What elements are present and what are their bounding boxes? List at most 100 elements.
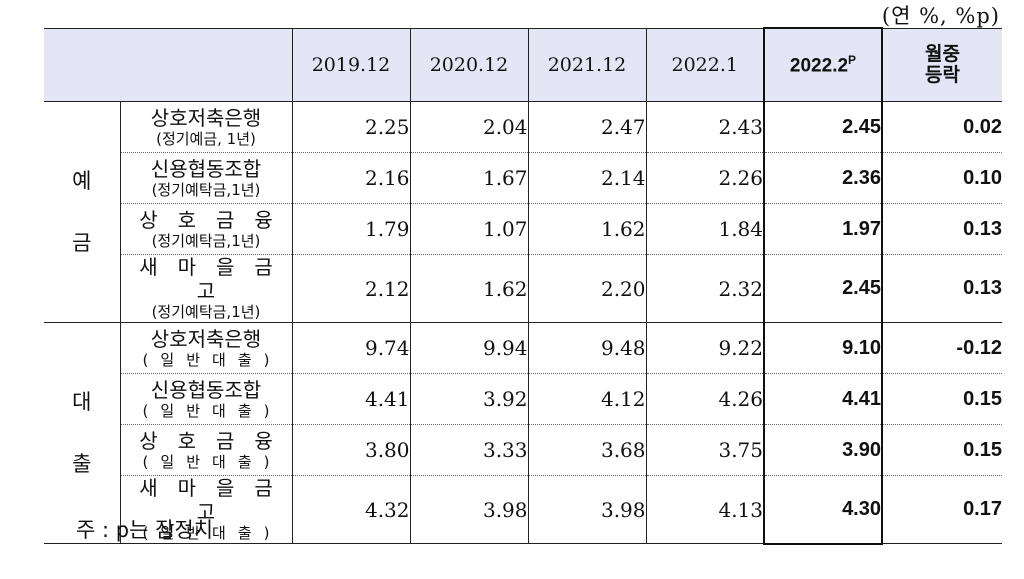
product-type: (일반대출) xyxy=(142,452,282,471)
rate-cell: 3.75 xyxy=(645,424,764,476)
unit-label: (연 %, %p) xyxy=(881,4,1000,28)
table-row: 신용협동조합 (정기예탁금,1년) 2.16 1.67 2.14 2.26 2.36 0.10 xyxy=(44,152,1002,204)
rate-cell: 2.43 xyxy=(645,101,764,153)
product-type: (정기예탁금,1년) xyxy=(151,180,261,199)
product-type: (정기예탁금,1년) xyxy=(151,231,261,250)
rate-cell: 3.98 xyxy=(527,475,646,544)
institution-cell: 새마을금고 (일반대출) xyxy=(119,475,292,544)
institution-name: 상호금융 xyxy=(139,207,293,232)
institution-name: 상호금융 xyxy=(139,428,293,453)
rate-cell: 1.67 xyxy=(409,152,528,204)
rate-cell: 3.68 xyxy=(527,424,646,476)
rate-cell: 3.92 xyxy=(409,373,528,425)
table-row: 새마을금고 (일반대출) 4.32 3.98 3.98 4.13 4.30 0.17 xyxy=(44,475,1002,545)
rate-cell: 1.79 xyxy=(291,203,410,255)
rate-cell: 4.41 xyxy=(291,373,410,425)
table-row: 새마을금고 (정기예탁금,1년) 2.12 1.62 2.20 2.32 2.45 0.13 xyxy=(44,254,1002,323)
column-header: 2021.12 xyxy=(527,27,646,102)
current-rate-cell: 4.30 xyxy=(763,475,883,545)
current-rate-cell: 2.36 xyxy=(763,152,883,204)
group-label-bottom: 금 xyxy=(72,231,92,255)
column-header: 2022.1 xyxy=(645,27,764,102)
footnote: 주 : p는 잠정치 xyxy=(76,518,214,542)
current-rate-cell: 2.45 xyxy=(763,254,883,323)
change-label-line1: 월중 xyxy=(925,42,960,65)
rate-cell: 2.25 xyxy=(291,101,410,153)
group-label-bottom: 출 xyxy=(72,452,92,476)
rate-cell: 9.48 xyxy=(527,322,646,374)
interest-rate-table: 2019.12 2020.12 2021.12 2022.1 2022.2P 월… xyxy=(44,27,1002,545)
product-type: (정기예금, 1년) xyxy=(156,129,256,148)
column-header: 2019.12 xyxy=(291,27,410,102)
table-row: 예 금 상호저축은행 (정기예금, 1년) 2.25 2.04 2.47 2.43 2.45 0.… xyxy=(44,101,1002,323)
rate-cell: 9.94 xyxy=(409,322,528,374)
institution-cell: 신용협동조합 (정기예탁금,1년) xyxy=(119,152,292,204)
rate-cell: 9.22 xyxy=(645,322,764,374)
institution-name: 새마을금고 xyxy=(139,255,293,303)
rate-cell: 1.84 xyxy=(645,203,764,255)
current-rate-cell: 4.41 xyxy=(763,373,883,425)
change-cell: 0.17 xyxy=(881,475,1002,544)
column-header-change: 월중 등락 xyxy=(881,27,1002,102)
rate-cell: 3.33 xyxy=(409,424,528,476)
institution-cell: 새마을금고 (정기예탁금,1년) xyxy=(119,254,292,323)
change-cell: 0.13 xyxy=(881,203,1002,255)
header-row: 2019.12 2020.12 2021.12 2022.1 2022.2P 월… xyxy=(44,27,1002,102)
institution-cell: 상호저축은행 (정기예금, 1년) xyxy=(119,101,292,153)
product-type: (일반대출) xyxy=(142,524,282,542)
change-cell: 0.13 xyxy=(881,254,1002,323)
rate-cell: 3.80 xyxy=(291,424,410,476)
rate-cell: 2.16 xyxy=(291,152,410,204)
rate-cell: 2.20 xyxy=(527,254,646,323)
rate-cell: 2.04 xyxy=(409,101,528,153)
group-label-top: 대 xyxy=(72,390,92,414)
rate-cell: 2.47 xyxy=(527,101,646,153)
table-row: 상호금융 (정기예탁금,1년) 1.79 1.07 1.62 1.84 1.97 0.13 xyxy=(44,203,1002,255)
current-rate-cell: 9.10 xyxy=(763,322,883,374)
institution-cell: 신용협동조합 (일반대출) xyxy=(119,373,292,425)
product-type: (일반대출) xyxy=(142,401,282,420)
change-cell: 0.15 xyxy=(881,424,1002,476)
rate-cell: 3.98 xyxy=(409,475,528,544)
institution-cell: 상호저축은행 (일반대출) xyxy=(119,322,292,374)
institution-name: 신용협동조합 xyxy=(150,156,262,181)
rate-cell: 2.26 xyxy=(645,152,764,204)
rate-cell: 4.32 xyxy=(291,475,410,544)
current-rate-cell: 2.45 xyxy=(763,101,883,153)
rate-cell: 4.13 xyxy=(645,475,764,544)
product-type: (정기예탁금,1년) xyxy=(151,303,261,321)
institution-cell: 상호금융 (일반대출) xyxy=(119,424,292,476)
change-label-line2: 등락 xyxy=(925,63,960,86)
institution-name: 상호저축은행 xyxy=(150,105,262,130)
rate-cell: 4.26 xyxy=(645,373,764,425)
rate-cell: 2.14 xyxy=(527,152,646,204)
institution-name: 상호저축은행 xyxy=(150,326,262,351)
table-row: 신용협동조합 (일반대출) 4.41 3.92 4.12 4.26 4.41 0.15 xyxy=(44,373,1002,425)
table-row: 대 출 상호저축은행 (일반대출) 9.74 9.94 9.48 9.22 9.10 -0.12 xyxy=(44,322,1002,544)
current-period: 2022.2 xyxy=(789,55,849,77)
institution-name: 새마을금고 xyxy=(139,476,293,524)
rate-cell: 9.74 xyxy=(291,322,410,374)
header-corner xyxy=(44,27,292,102)
rate-cell: 1.07 xyxy=(409,203,528,255)
product-type: (일반대출) xyxy=(142,350,282,369)
current-rate-cell: 1.97 xyxy=(763,203,883,255)
change-cell: 0.15 xyxy=(881,373,1002,425)
column-header: 2020.12 xyxy=(409,27,528,102)
group-label-top: 예 xyxy=(72,169,92,193)
column-header-current: 2022.2P xyxy=(763,27,883,102)
rate-cell: 4.12 xyxy=(527,373,646,425)
rate-cell: 2.12 xyxy=(291,254,410,323)
change-cell: 0.10 xyxy=(881,152,1002,204)
rate-cell: 2.32 xyxy=(645,254,764,323)
rate-cell: 1.62 xyxy=(409,254,528,323)
table-row: 상호금융 (일반대출) 3.80 3.33 3.68 3.75 3.90 0.15 xyxy=(44,424,1002,476)
preliminary-mark: P xyxy=(848,52,857,67)
institution-name: 신용협동조합 xyxy=(150,377,262,402)
change-cell: 0.02 xyxy=(881,101,1002,153)
institution-cell: 상호금융 (정기예탁금,1년) xyxy=(119,203,292,255)
current-rate-cell: 3.90 xyxy=(763,424,883,476)
table-body: 예 금 상호저축은행 (정기예금, 1년) 2.25 2.04 2.47 2.43 2.45 0.… xyxy=(44,101,1002,545)
